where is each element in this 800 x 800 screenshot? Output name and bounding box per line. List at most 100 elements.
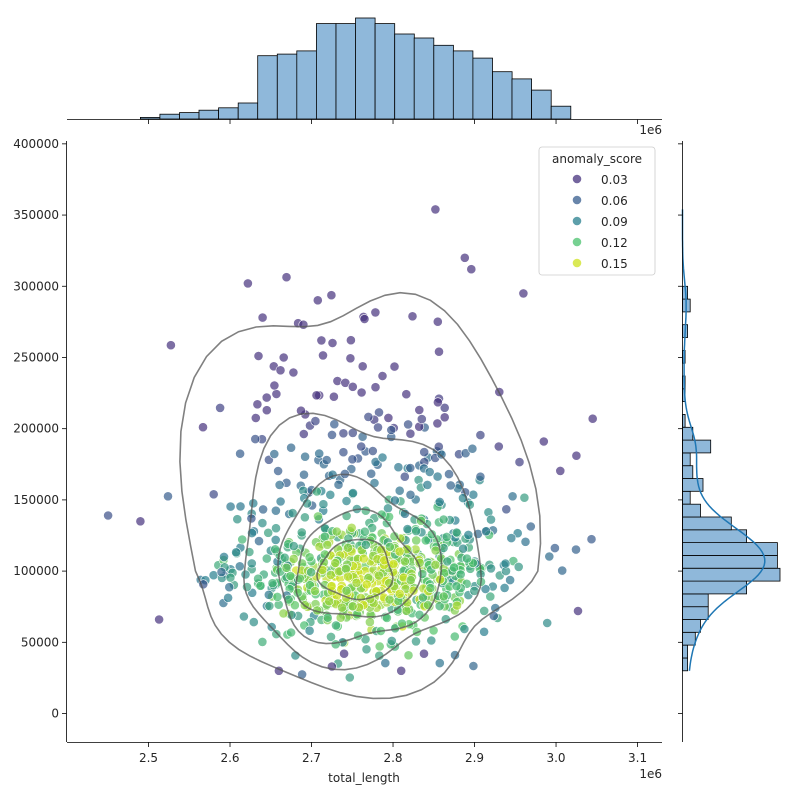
scatter-point [356, 387, 367, 398]
scatter-point [358, 553, 369, 564]
scatter-point [407, 311, 418, 322]
scatter-point [401, 605, 412, 616]
top-histogram-bar [413, 37, 435, 120]
scatter-point [225, 501, 236, 512]
right-histogram-bar [682, 567, 781, 582]
scatter-point [394, 546, 405, 557]
scatter-point [544, 551, 555, 562]
main-scatter-plot: 2.5 2.6 2.7 2.8 2.9 3.0 3.1 0 50000 100000 150000… [13, 137, 662, 785]
scatter-point [393, 462, 404, 473]
scatter-point [364, 617, 375, 627]
right-histogram-bar [682, 657, 688, 672]
right-histogram-bar [682, 465, 694, 479]
kde-contours [179, 291, 542, 700]
scatter-point [250, 413, 261, 423]
scatter-point [232, 514, 243, 525]
scatter-point [339, 648, 349, 659]
scatter-point [252, 399, 263, 410]
scatter-point [328, 391, 339, 402]
x-offset-label: 1e6 [639, 767, 662, 781]
scatter-point [258, 504, 268, 515]
scatter-point [281, 562, 292, 573]
scatter-point [460, 448, 471, 459]
scatter-point [278, 352, 289, 363]
scatter-point [417, 569, 428, 579]
scatter-point [261, 392, 272, 403]
scatter-point [267, 578, 278, 589]
scatter-point [519, 492, 530, 503]
scatter-point [231, 547, 241, 558]
scatter-point [360, 539, 371, 550]
scatter-point [263, 527, 274, 538]
scatter-point [327, 338, 338, 348]
scatter-point [343, 542, 353, 553]
scatter-point [333, 479, 344, 490]
scatter-point [235, 448, 245, 459]
scatter-point [386, 636, 397, 646]
scatter-point [399, 556, 410, 567]
right-histogram-bar [682, 503, 701, 518]
scatter-point [475, 471, 486, 482]
top-histogram-bar [492, 71, 513, 120]
scatter-point [257, 312, 268, 323]
scatter-point [449, 631, 460, 642]
scatter-point [240, 569, 251, 580]
scatter-point [461, 553, 472, 564]
scatter-point [425, 583, 436, 593]
scatter-point [396, 665, 407, 676]
scatter-point [318, 499, 329, 510]
scatter-point [405, 489, 416, 500]
scatter-point [506, 533, 517, 543]
scatter-point [414, 609, 425, 620]
scatter-point [445, 480, 456, 491]
scatter-point [299, 512, 310, 523]
x-tick-label: 3.1 [628, 751, 647, 765]
scatter-point [441, 532, 452, 542]
scatter-point [373, 570, 384, 581]
scatter-point [514, 457, 525, 467]
legend-label: 0.15 [601, 257, 628, 271]
scatter-point [420, 535, 431, 546]
scatter-point [271, 389, 282, 399]
scatter-point [426, 635, 437, 646]
x-tick-label: 3.0 [546, 751, 565, 765]
right-histogram-bar [682, 644, 688, 659]
scatter-point [311, 390, 322, 401]
scatter-point [405, 428, 416, 439]
scatter-point [278, 608, 289, 619]
scatter-point [386, 425, 397, 435]
scatter-point [361, 579, 372, 590]
scatter-point [373, 422, 383, 433]
scatter-point [298, 319, 309, 330]
scatter-point [255, 580, 266, 591]
scatter-point [270, 505, 281, 516]
top-marginal-histogram: 1e6 [67, 18, 662, 137]
legend-marker [572, 195, 582, 205]
scatter-point [587, 413, 598, 424]
scatter-point [493, 441, 504, 452]
scatter-point [481, 526, 491, 537]
right-histogram-bar [682, 529, 747, 543]
scatter-point [389, 361, 400, 372]
scatter-point [479, 606, 490, 616]
scatter-point [361, 644, 372, 655]
right-kde-curve [681, 209, 766, 671]
scatter-point [338, 447, 349, 458]
top-histogram-bar [433, 44, 454, 120]
scatter-point [304, 552, 315, 563]
scatter-point [520, 536, 531, 547]
scatter-point [347, 454, 358, 465]
scatter-point [286, 627, 296, 638]
legend-label: 0.12 [601, 236, 628, 250]
scatter-point [466, 264, 477, 275]
scatter-point [288, 541, 299, 551]
scatter-point [285, 571, 296, 581]
scatter-point [463, 530, 474, 540]
scatter-point [274, 479, 285, 490]
scatter-point [459, 252, 470, 263]
scatter-point [337, 602, 347, 613]
x-axis-label: total_length [328, 771, 400, 785]
x-tick-label: 2.9 [465, 751, 484, 765]
scatter-point [370, 382, 381, 393]
scatter-point [525, 521, 536, 532]
